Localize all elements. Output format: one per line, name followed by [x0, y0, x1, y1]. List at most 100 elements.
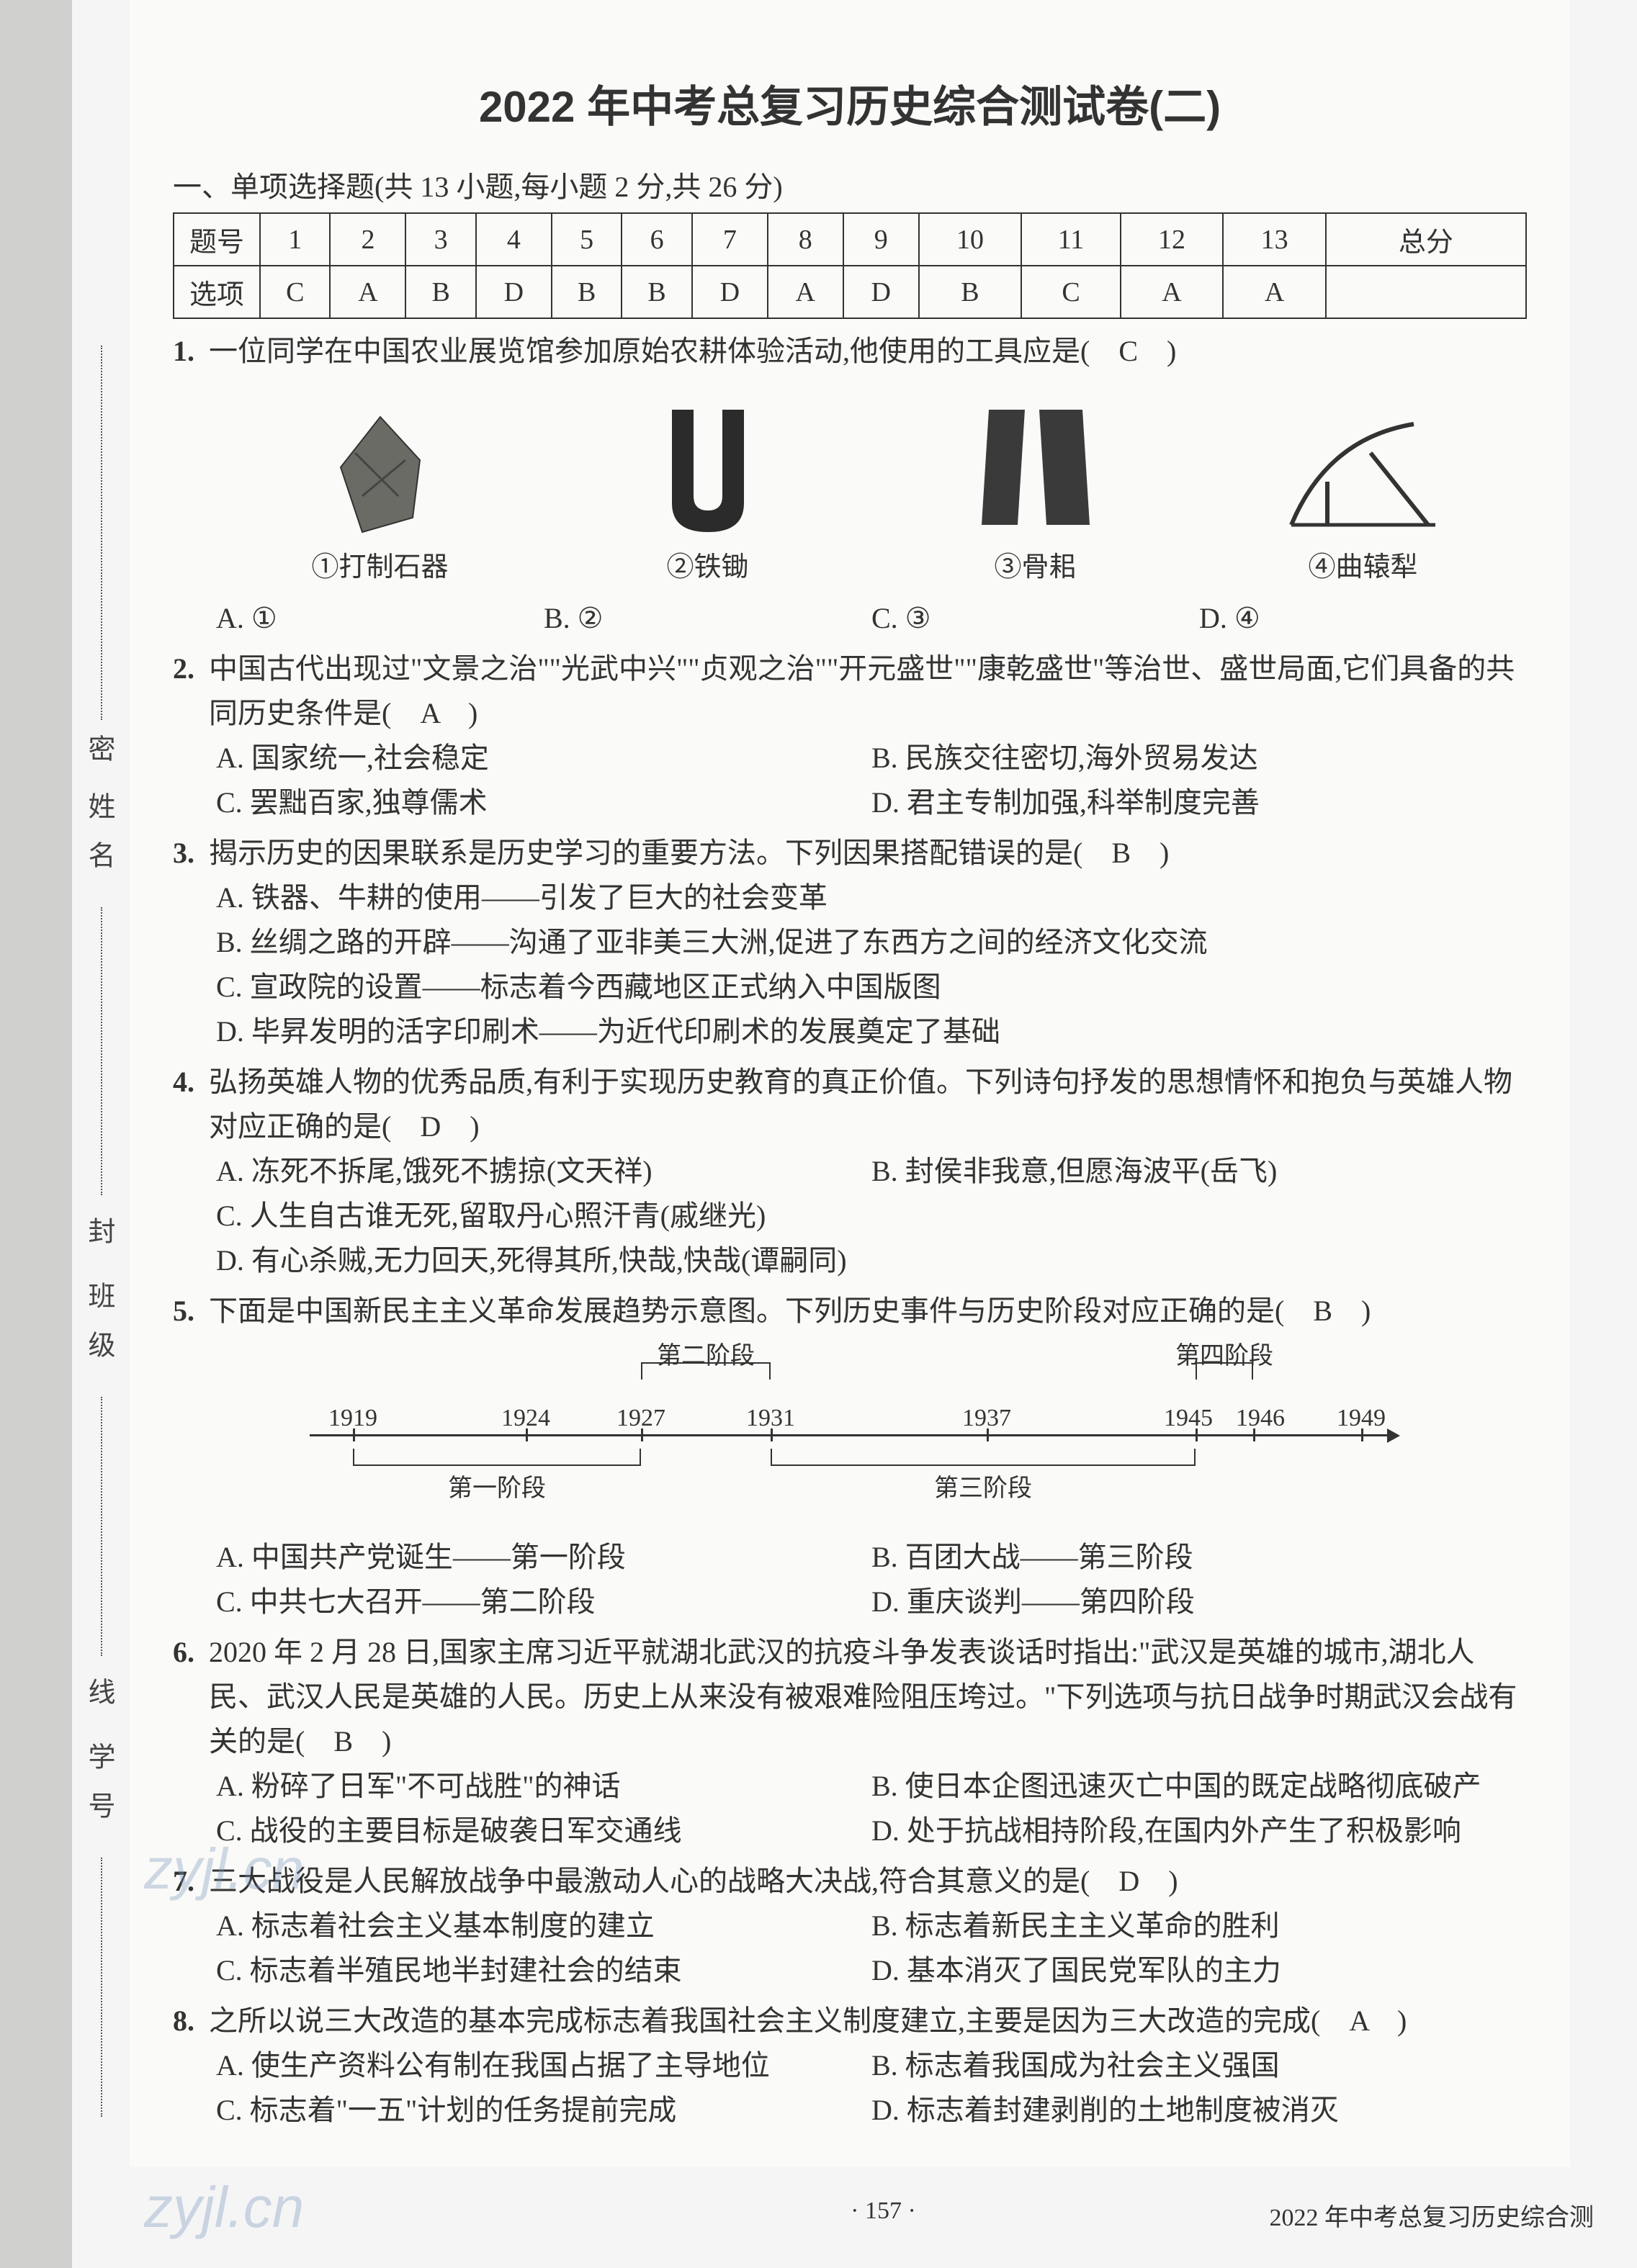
- th: 3: [405, 213, 475, 266]
- curved-plough-icon: [1284, 410, 1443, 539]
- tl-year: 1924: [501, 1400, 550, 1438]
- q6-opt-a: A. 粉碎了日军"不可战胜"的神话: [216, 1764, 871, 1809]
- gutter-num: 学号: [79, 1742, 119, 1840]
- q8-opt-d: D. 标志着封建剥削的土地制度被消灭: [871, 2088, 1527, 2133]
- tl-year: 1949: [1337, 1400, 1386, 1438]
- question-7: 7. 三大战役是人民解放战争中最激动人心的战略大决战,符合其意义的是( D ) …: [173, 1859, 1527, 1993]
- question-6: 6. 2020 年 2 月 28 日,国家主席习近平就湖北武汉的抗疫斗争发表谈话…: [173, 1630, 1527, 1853]
- page-footer: · 157 · 2022 年中考总复习历史综合测: [130, 2197, 1637, 2225]
- bone-spade-icon: [974, 395, 1097, 539]
- th: 1: [260, 213, 330, 266]
- th: 10: [919, 213, 1022, 266]
- q7-num: 7.: [173, 1859, 209, 1904]
- gutter-class: 班级: [79, 1282, 119, 1380]
- tl-stage3: 第三阶段: [934, 1470, 1032, 1508]
- q4-opts: A. 冻死不拆尾,饿死不掳掠(文天祥) B. 封侯非我意,但愿海波平(岳飞) C…: [173, 1149, 1527, 1283]
- q6-text: 2020 年 2 月 28 日,国家主席习近平就湖北武汉的抗疫斗争发表谈话时指出…: [209, 1630, 1527, 1764]
- gutter-dash: [101, 1397, 102, 1656]
- answer-table: 题号 1 2 3 4 5 6 7 8 9 10 11 12 13 总分 选项 C…: [173, 212, 1527, 319]
- q7-opt-b: B. 标志着新民主主义革命的胜利: [871, 1904, 1527, 1948]
- question-8: 8. 之所以说三大改造的基本完成标志着我国社会主义制度建立,主要是因为三大改造的…: [173, 1999, 1527, 2133]
- q2-opt-a: A. 国家统一,社会稳定: [216, 736, 871, 780]
- tl-stage4: 第四阶段: [1175, 1338, 1273, 1376]
- q1-cap-1: ①打制石器: [216, 546, 544, 589]
- q3-opt-d: D. 毕昇发明的活字印刷术——为近代印刷术的发展奠定了基础: [216, 1009, 1527, 1054]
- q4-opt-b: B. 封侯非我意,但愿海波平(岳飞): [871, 1149, 1527, 1194]
- td: A: [768, 266, 843, 318]
- q1-cap-2: ②铁锄: [544, 546, 871, 589]
- stone-tool-icon: [326, 410, 434, 539]
- q3-opt-a: A. 铁器、牛耕的使用——引发了巨大的社会变革: [216, 876, 1527, 920]
- q6-opt-c: C. 战役的主要目标是破袭日军交通线: [216, 1809, 871, 1853]
- q1-img-2: ②铁锄: [544, 381, 871, 589]
- q3-opt-c: C. 宣政院的设置——标志着今西藏地区正式纳入中国版图: [216, 965, 1527, 1009]
- q1-opt-a: A. ①: [216, 596, 544, 641]
- tl-year: 1931: [746, 1400, 795, 1438]
- th: 2: [330, 213, 405, 266]
- question-3: 3. 揭示历史的因果联系是历史学习的重要方法。下列因果搭配错误的是( B ) A…: [173, 831, 1527, 1054]
- q1-opt-c: C. ③: [871, 596, 1199, 641]
- td: B: [919, 266, 1022, 318]
- question-2: 2. 中国古代出现过"文景之治""光武中兴""贞观之治""开元盛世""康乾盛世"…: [173, 647, 1527, 825]
- q1-images: ①打制石器 ②铁锄 ③骨耜 ④曲辕犁: [173, 381, 1527, 589]
- q6-opt-b: B. 使日本企图迅速灭亡中国的既定战略彻底破产: [871, 1764, 1527, 1809]
- q8-num: 8.: [173, 1999, 209, 2043]
- q8-opt-c: C. 标志着"一五"计划的任务提前完成: [216, 2088, 871, 2133]
- td: D: [843, 266, 919, 318]
- question-5: 5. 下面是中国新民主主义革命发展趋势示意图。下列历史事件与历史阶段对应正确的是…: [173, 1289, 1527, 1624]
- th: 5: [552, 213, 622, 266]
- q7-opt-c: C. 标志着半殖民地半封建社会的结束: [216, 1948, 871, 1993]
- q1-img-1: ①打制石器: [216, 381, 544, 589]
- q4-opt-a: A. 冻死不拆尾,饿死不掳掠(文天祥): [216, 1149, 871, 1194]
- th: 13: [1223, 213, 1326, 266]
- td: B: [552, 266, 622, 318]
- q1-img-4: ④曲辕犁: [1199, 381, 1527, 589]
- gutter-dash: [101, 907, 102, 1195]
- gutter-labels: 密 姓名 封 班级 线 学号: [79, 0, 122, 2268]
- gutter-name: 姓名: [79, 792, 119, 890]
- gutter-bar: [0, 0, 72, 2268]
- q8-opt-b: B. 标志着我国成为社会主义强国: [871, 2043, 1527, 2088]
- td: A: [1121, 266, 1224, 318]
- q3-opt-b: B. 丝绸之路的开辟——沟通了亚非美三大洲,促进了东西方之间的经济文化交流: [216, 920, 1527, 965]
- q1-cap-4: ④曲辕犁: [1199, 546, 1527, 589]
- q6-num: 6.: [173, 1630, 209, 1764]
- q3-num: 3.: [173, 831, 209, 876]
- tl-stage2: 第二阶段: [657, 1338, 755, 1376]
- td: D: [692, 266, 768, 318]
- q5-opts: A. 中国共产党诞生——第一阶段 B. 百团大战——第三阶段 C. 中共七大召开…: [173, 1535, 1527, 1624]
- q5-opt-c: C. 中共七大召开——第二阶段: [216, 1580, 871, 1624]
- q5-opt-d: D. 重庆谈判——第四阶段: [871, 1580, 1527, 1624]
- td: D: [476, 266, 552, 318]
- td: A: [1223, 266, 1326, 318]
- q7-opts: A. 标志着社会主义基本制度的建立 B. 标志着新民主主义革命的胜利 C. 标志…: [173, 1904, 1527, 1993]
- td: [1326, 266, 1526, 318]
- q4-opt-d: D. 有心杀贼,无力回天,死得其所,快哉,快哉(谭嗣同): [216, 1238, 1527, 1283]
- q2-opt-c: C. 罢黜百家,独尊儒术: [216, 780, 871, 825]
- q3-opts: A. 铁器、牛耕的使用——引发了巨大的社会变革 B. 丝绸之路的开辟——沟通了亚…: [173, 876, 1527, 1054]
- th: 12: [1121, 213, 1224, 266]
- tl-brace: [771, 1449, 1196, 1466]
- page-body: 2022 年中考总复习历史综合测试卷(二) 一、单项选择题(共 13 小题,每小…: [130, 0, 1570, 2167]
- gutter-mi: 密: [79, 734, 119, 783]
- tl-stage1: 第一阶段: [448, 1470, 546, 1508]
- th: 8: [768, 213, 843, 266]
- tl-year: 1919: [328, 1400, 377, 1438]
- th: 9: [843, 213, 919, 266]
- table-row: 选项 C A B D B B D A D B C A A: [174, 266, 1526, 318]
- th: 4: [476, 213, 552, 266]
- th: 7: [692, 213, 768, 266]
- timeline-axis: [310, 1434, 1390, 1436]
- td: B: [622, 266, 691, 318]
- q4-text: 弘扬英雄人物的优秀品质,有利于实现历史教育的真正价值。下列诗句抒发的思想情怀和抱…: [209, 1060, 1527, 1149]
- q4-opt-c: C. 人生自古谁无死,留取丹心照汗青(戚继光): [216, 1194, 871, 1238]
- gutter-feng: 封: [79, 1217, 119, 1266]
- td-opt: 选项: [174, 266, 260, 318]
- q1-num: 1.: [173, 329, 209, 374]
- tl-year: 1945: [1164, 1400, 1213, 1438]
- q5-opt-b: B. 百团大战——第三阶段: [871, 1535, 1527, 1580]
- q1-img-3: ③骨耜: [871, 381, 1199, 589]
- q1-text: 一位同学在中国农业展览馆参加原始农耕体验活动,他使用的工具应是( C ): [209, 329, 1527, 374]
- gutter-dash: [101, 1858, 102, 2117]
- tl-year: 1937: [962, 1400, 1011, 1438]
